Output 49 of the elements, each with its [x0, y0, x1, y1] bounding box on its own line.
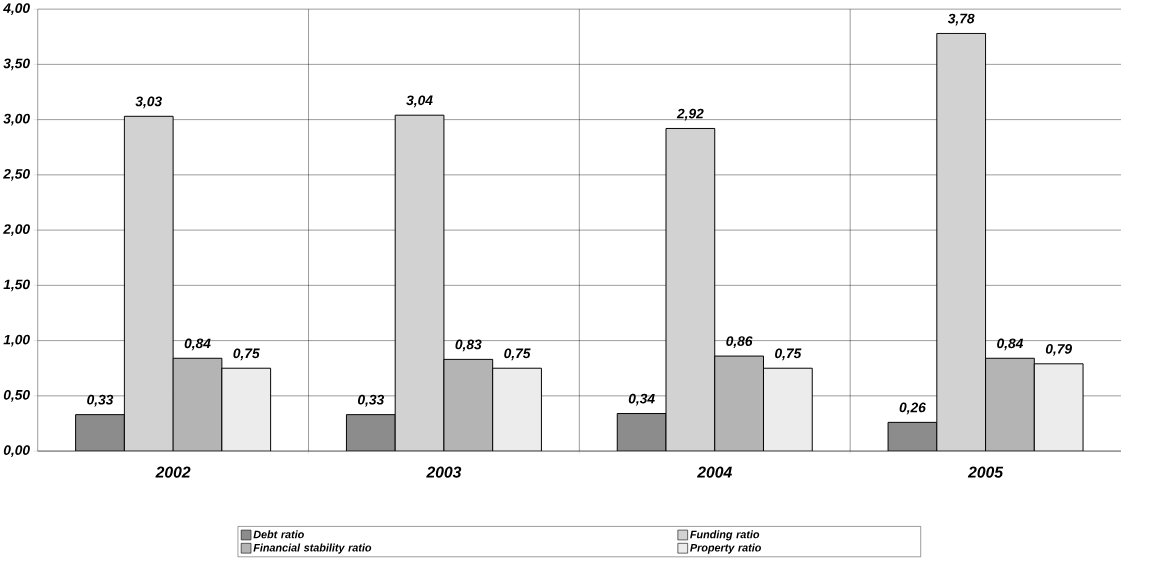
data-label: 0,33 — [87, 394, 114, 407]
legend-label: Financial stability ratio — [253, 543, 372, 554]
y-tick-label: 0,50 — [3, 389, 30, 402]
data-label: 0,84 — [997, 338, 1024, 350]
bar — [763, 367, 813, 451]
y-tick-label: 2,50 — [3, 168, 30, 181]
bar — [124, 116, 174, 451]
bar — [492, 367, 542, 451]
y-tick-label: 0,00 — [3, 444, 30, 457]
x-tick-label: 2002 — [155, 466, 191, 478]
bar — [173, 358, 222, 451]
y-tick-label: 3,50 — [3, 58, 30, 70]
data-label: 2,92 — [676, 108, 704, 121]
bar — [1033, 363, 1084, 451]
data-label: 0,75 — [775, 348, 802, 360]
bar — [443, 358, 494, 451]
bar — [887, 421, 938, 451]
data-label: 0,26 — [899, 402, 926, 415]
data-label: 3,78 — [947, 13, 975, 26]
data-label: 0,86 — [726, 336, 753, 348]
x-tick-label: 2004 — [697, 466, 732, 478]
legend-label: Funding ratio — [690, 530, 760, 541]
data-label: 3,04 — [406, 95, 433, 107]
y-tick-label: 1,50 — [3, 279, 30, 291]
bar — [936, 32, 987, 451]
data-label: 3,03 — [135, 96, 162, 109]
x-tick-label: 2005 — [967, 466, 1004, 478]
data-label: 0,84 — [184, 338, 211, 350]
bar — [75, 414, 125, 451]
bar — [985, 357, 1035, 451]
y-tick-label: 1,00 — [3, 334, 30, 347]
bar — [394, 114, 445, 451]
data-label: 0,75 — [504, 348, 531, 360]
bar — [665, 127, 716, 451]
bar — [345, 413, 396, 451]
bar — [714, 355, 764, 451]
legend-label: Debt ratio — [253, 530, 304, 539]
x-tick-label: 2003 — [426, 466, 462, 478]
y-tick-label: 2,00 — [3, 224, 30, 236]
bar — [616, 412, 667, 451]
data-label: 0,79 — [1045, 343, 1073, 356]
y-tick-label: 3,00 — [3, 113, 30, 126]
bar — [221, 367, 271, 451]
data-label: 0,83 — [455, 339, 482, 352]
data-label: 0,34 — [628, 393, 655, 406]
data-label: 0,33 — [358, 394, 385, 407]
y-tick-label: 4,00 — [3, 3, 30, 15]
legend-label: Property ratio — [690, 543, 762, 554]
data-label: 0,75 — [233, 348, 260, 360]
